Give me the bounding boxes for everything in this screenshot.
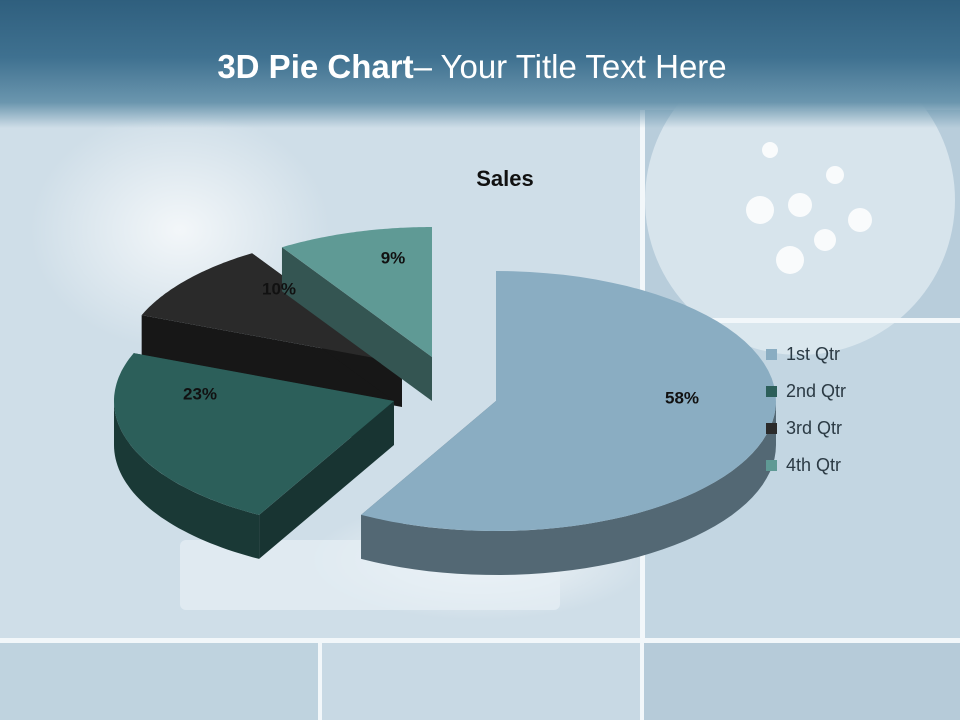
legend-label-4th-qtr: 4th Qtr (786, 455, 842, 475)
pie-slice-wall-3rd-qtr-0 (141, 315, 402, 407)
pie-slice-side-2nd-qtr (114, 401, 260, 559)
legend-label-1st-qtr: 1st Qtr (786, 344, 841, 364)
legend-swatch-4th-qtr (766, 460, 777, 471)
pie-slice-2nd-qtr (114, 353, 394, 559)
pie-slice-wall-2nd-qtr-0 (259, 401, 394, 559)
pie-slice-4th-qtr (281, 227, 432, 401)
slide-title-rest: – Your Title Text Here (413, 48, 727, 85)
pie-slice-wall-4th-qtr-0 (281, 247, 432, 401)
legend-item-2nd-qtr: 2nd Qtr (766, 373, 846, 410)
chart-legend: 1st Qtr 2nd Qtr 3rd Qtr 4th Qtr (766, 336, 846, 484)
pie-slice-top-3rd-qtr (141, 253, 402, 363)
pie-slice-top-4th-qtr (282, 227, 432, 357)
legend-swatch-3rd-qtr (766, 423, 777, 434)
pie-slice-top-2nd-qtr (114, 353, 394, 515)
slide-title-bold: 3D Pie Chart (217, 48, 414, 85)
legend-item-1st-qtr: 1st Qtr (766, 336, 846, 373)
data-label-1st-qtr: 58% (665, 388, 699, 407)
pie-slice-1st-qtr (361, 271, 776, 575)
legend-label-3rd-qtr: 3rd Qtr (786, 418, 843, 438)
legend-swatch-2nd-qtr (766, 386, 777, 397)
slide-title: 3D Pie Chart– Your Title Text Here (0, 48, 944, 86)
data-label-3rd-qtr: 10% (262, 279, 296, 298)
data-label-4th-qtr: 9% (381, 248, 406, 267)
legend-swatch-1st-qtr (766, 349, 777, 360)
pie-slice-top-1st-qtr (361, 271, 776, 531)
pie-slice-side-1st-qtr (361, 401, 776, 575)
title-band (0, 0, 960, 128)
legend-item-3rd-qtr: 3rd Qtr (766, 410, 846, 447)
data-label-2nd-qtr: 23% (183, 384, 217, 403)
legend-item-4th-qtr: 4th Qtr (766, 447, 846, 484)
legend-label-2nd-qtr: 2nd Qtr (786, 381, 847, 401)
chart-title: Sales (476, 166, 534, 191)
